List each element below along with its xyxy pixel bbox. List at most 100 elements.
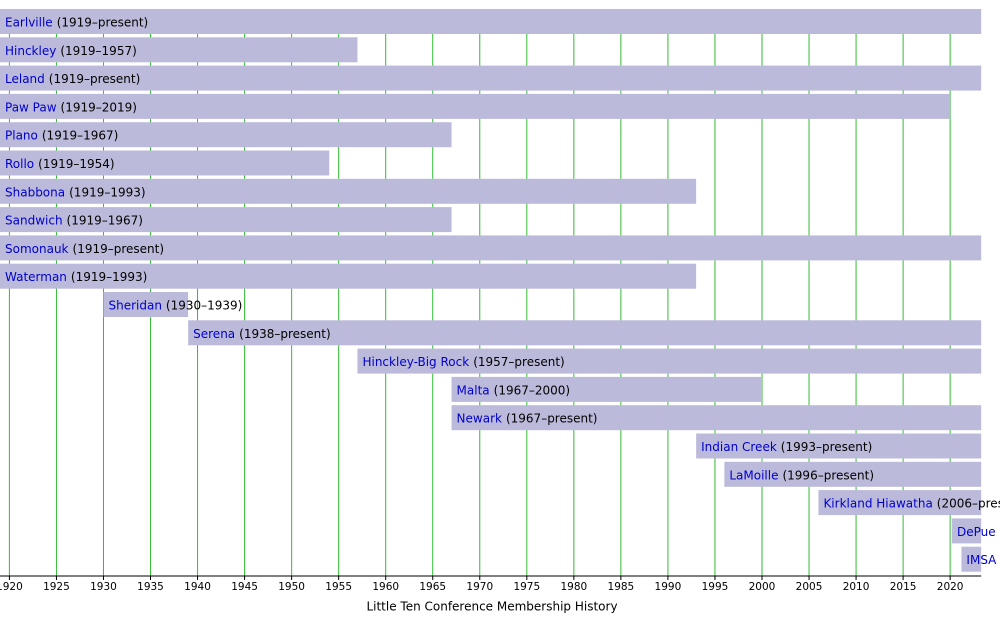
x-tick-label: 1970	[466, 581, 493, 593]
bar-label: Earlville (1919–present)	[5, 15, 148, 29]
period: (1967–present)	[506, 411, 598, 425]
period: (1993–present)	[781, 440, 873, 454]
team-link[interactable]: Leland	[5, 72, 45, 86]
x-tick-label: 1990	[655, 581, 682, 593]
bar-label: IMSA	[966, 553, 997, 567]
bar	[451, 405, 982, 431]
x-tick-label: 2020	[937, 581, 964, 593]
x-tick-label: 1975	[513, 581, 540, 593]
x-tick-label: 1960	[372, 581, 399, 593]
bar-label: Hinckley-Big Rock (1957–present)	[362, 355, 564, 369]
period: (1957–present)	[473, 355, 565, 369]
period: (1919–present)	[57, 15, 149, 29]
bar-label: Shabbona (1919–1993)	[5, 185, 146, 199]
bar-label: Serena (1938–present)	[193, 326, 331, 340]
period: (1919–1967)	[67, 213, 143, 227]
team-link[interactable]: Kirkland Hiawatha	[823, 496, 932, 510]
x-tick-label: 2000	[749, 581, 776, 593]
period: (1919–1957)	[60, 43, 136, 57]
bar-label: Waterman (1919–1993)	[5, 270, 147, 284]
period: (1919–present)	[49, 72, 141, 86]
bar	[0, 37, 358, 63]
team-link[interactable]: Malta	[457, 383, 490, 397]
bar	[0, 207, 452, 233]
bar	[0, 178, 697, 204]
team-link[interactable]: IMSA	[966, 553, 997, 567]
bar-label: Paw Paw (1919–2019)	[5, 100, 137, 114]
team-link[interactable]: Earlville	[5, 15, 53, 29]
x-tick-label: 1930	[90, 581, 117, 593]
period: (2006–present)	[937, 496, 1000, 510]
x-tick-label: 1920	[0, 581, 23, 593]
bar	[0, 9, 982, 34]
bar	[357, 348, 982, 374]
bar	[451, 376, 762, 402]
team-link[interactable]: Paw Paw	[5, 100, 57, 114]
bar	[0, 93, 951, 119]
period: (1919–1993)	[71, 270, 147, 284]
bar-label: Malta (1967–2000)	[457, 383, 571, 397]
team-link[interactable]: LaMoille	[729, 468, 778, 482]
period: (1919–1993)	[69, 185, 145, 199]
bar	[188, 320, 982, 346]
team-link[interactable]: Shabbona	[5, 185, 65, 199]
bar	[696, 433, 982, 459]
period: (1919–2019)	[61, 100, 137, 114]
team-link[interactable]: Sheridan	[108, 298, 161, 312]
bar-label: Indian Creek (1993–present)	[701, 440, 872, 454]
team-link[interactable]: Waterman	[5, 270, 67, 284]
x-tick-label: 1955	[325, 581, 352, 593]
bar	[818, 490, 982, 516]
bars: Earlville (1919–present)Hinckley (1919–195…	[0, 9, 1000, 572]
period: (1930–1939)	[166, 298, 242, 312]
team-link[interactable]: Somonauk	[5, 241, 69, 255]
x-tick-label: 1985	[608, 581, 635, 593]
bar	[952, 518, 982, 544]
period: (1919–1954)	[38, 157, 114, 171]
bar-label: Plano (1919–1967)	[5, 128, 118, 142]
x-tick-label: 2010	[843, 581, 870, 593]
bar	[0, 65, 982, 91]
period: (1967–2000)	[494, 383, 570, 397]
bar-label: Sheridan (1930–1939)	[108, 298, 242, 312]
period: (1919–1967)	[42, 128, 118, 142]
team-link[interactable]: Hinckley	[5, 43, 56, 57]
chart-title: Little Ten Conference Membership History	[366, 600, 617, 614]
bar	[961, 546, 982, 572]
x-tick-label: 1925	[43, 581, 70, 593]
bar	[0, 235, 982, 261]
team-link[interactable]: Plano	[5, 128, 38, 142]
team-link[interactable]: Newark	[457, 411, 502, 425]
x-tick-label: 1935	[137, 581, 164, 593]
team-link[interactable]: Serena	[193, 326, 235, 340]
bar	[0, 122, 452, 148]
bar	[724, 461, 982, 487]
team-link[interactable]: Rollo	[5, 157, 34, 171]
period: (1996–present)	[782, 468, 874, 482]
team-link[interactable]: DePue	[957, 524, 996, 538]
axis: 1920 1925 1930 1935 1940 1945 1950 1955 1960 1965…	[0, 575, 982, 593]
x-tick-label: 2015	[890, 581, 917, 593]
x-tick-label: 1945	[231, 581, 258, 593]
bar-label: Sandwich (1919–1967)	[5, 213, 143, 227]
bar-label: Somonauk (1919–present)	[5, 241, 164, 255]
bar-label: Hinckley (1919–1957)	[5, 43, 137, 57]
bar-label: LaMoille (1996–present)	[729, 468, 874, 482]
period: (1919–present)	[73, 241, 165, 255]
team-link[interactable]: Hinckley-Big Rock	[362, 355, 469, 369]
x-tick-label: 1940	[184, 581, 211, 593]
team-link[interactable]: Indian Creek	[701, 440, 777, 454]
bar-label: Rollo (1919–1954)	[5, 157, 115, 171]
bar	[0, 150, 330, 176]
team-link[interactable]: Sandwich	[5, 213, 63, 227]
x-tick-label: 1965	[419, 581, 446, 593]
x-tick-label: 1995	[702, 581, 729, 593]
x-tick-label: 1950	[278, 581, 305, 593]
bar	[103, 292, 189, 317]
bar-label: Newark (1967–present)	[457, 411, 598, 425]
x-tick-label: 2005	[796, 581, 823, 593]
x-tick-label: 1980	[560, 581, 587, 593]
period: (1938–present)	[239, 326, 331, 340]
